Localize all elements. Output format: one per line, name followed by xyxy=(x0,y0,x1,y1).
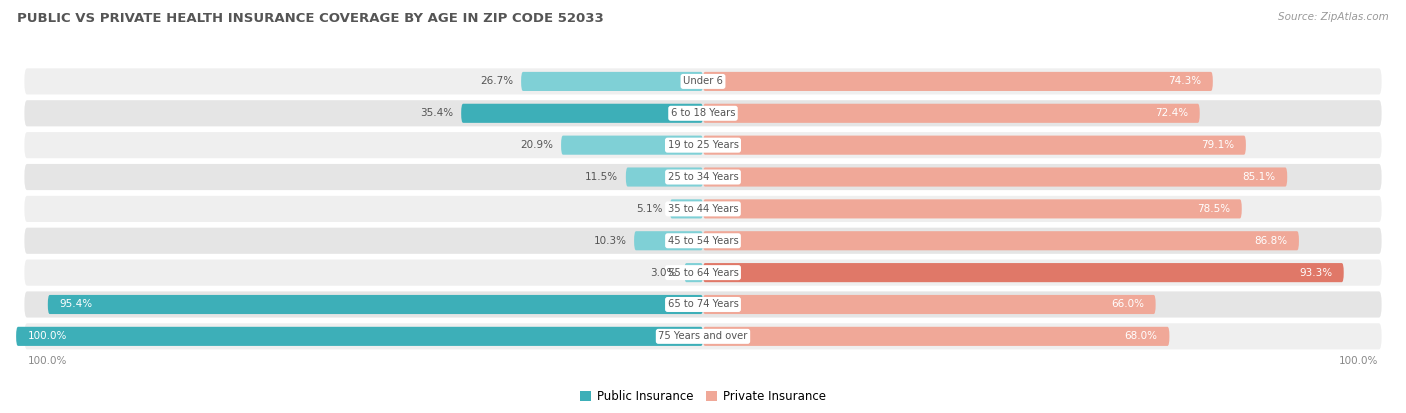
Text: 65 to 74 Years: 65 to 74 Years xyxy=(668,299,738,309)
Text: 66.0%: 66.0% xyxy=(1111,299,1144,309)
FancyBboxPatch shape xyxy=(15,327,703,346)
FancyBboxPatch shape xyxy=(522,72,703,91)
FancyBboxPatch shape xyxy=(461,104,703,123)
Text: 95.4%: 95.4% xyxy=(59,299,93,309)
Text: 100.0%: 100.0% xyxy=(28,356,67,366)
FancyBboxPatch shape xyxy=(48,295,703,314)
FancyBboxPatch shape xyxy=(703,72,1213,91)
FancyBboxPatch shape xyxy=(703,199,1241,218)
Text: 79.1%: 79.1% xyxy=(1201,140,1234,150)
FancyBboxPatch shape xyxy=(703,135,1246,155)
FancyBboxPatch shape xyxy=(561,135,703,155)
FancyBboxPatch shape xyxy=(703,327,1170,346)
Text: Under 6: Under 6 xyxy=(683,76,723,86)
FancyBboxPatch shape xyxy=(626,167,703,187)
Text: 35.4%: 35.4% xyxy=(420,108,454,118)
Text: 55 to 64 Years: 55 to 64 Years xyxy=(668,268,738,278)
Text: 100.0%: 100.0% xyxy=(1339,356,1378,366)
Text: 19 to 25 Years: 19 to 25 Years xyxy=(668,140,738,150)
Text: Source: ZipAtlas.com: Source: ZipAtlas.com xyxy=(1278,12,1389,22)
FancyBboxPatch shape xyxy=(703,104,1199,123)
Text: 72.4%: 72.4% xyxy=(1154,108,1188,118)
Text: 35 to 44 Years: 35 to 44 Years xyxy=(668,204,738,214)
Text: 20.9%: 20.9% xyxy=(520,140,554,150)
Text: 93.3%: 93.3% xyxy=(1299,268,1331,278)
FancyBboxPatch shape xyxy=(24,259,1382,286)
FancyBboxPatch shape xyxy=(685,263,703,282)
Text: 85.1%: 85.1% xyxy=(1243,172,1275,182)
Text: 5.1%: 5.1% xyxy=(636,204,662,214)
Text: 26.7%: 26.7% xyxy=(481,76,513,86)
Text: 100.0%: 100.0% xyxy=(28,331,67,342)
Text: 68.0%: 68.0% xyxy=(1125,331,1157,342)
FancyBboxPatch shape xyxy=(634,231,703,250)
FancyBboxPatch shape xyxy=(703,263,1344,282)
FancyBboxPatch shape xyxy=(703,231,1299,250)
FancyBboxPatch shape xyxy=(703,167,1288,187)
FancyBboxPatch shape xyxy=(24,292,1382,318)
FancyBboxPatch shape xyxy=(703,295,1156,314)
Text: 86.8%: 86.8% xyxy=(1254,236,1288,246)
FancyBboxPatch shape xyxy=(24,69,1382,95)
FancyBboxPatch shape xyxy=(24,164,1382,190)
Text: 10.3%: 10.3% xyxy=(593,236,627,246)
Text: 74.3%: 74.3% xyxy=(1168,76,1201,86)
Text: 78.5%: 78.5% xyxy=(1197,204,1230,214)
Text: 6 to 18 Years: 6 to 18 Years xyxy=(671,108,735,118)
Text: 11.5%: 11.5% xyxy=(585,172,619,182)
Text: 75 Years and over: 75 Years and over xyxy=(658,331,748,342)
FancyBboxPatch shape xyxy=(24,196,1382,222)
FancyBboxPatch shape xyxy=(24,228,1382,254)
FancyBboxPatch shape xyxy=(669,199,703,218)
Text: 25 to 34 Years: 25 to 34 Years xyxy=(668,172,738,182)
Legend: Public Insurance, Private Insurance: Public Insurance, Private Insurance xyxy=(575,385,831,408)
Text: 45 to 54 Years: 45 to 54 Years xyxy=(668,236,738,246)
FancyBboxPatch shape xyxy=(24,132,1382,158)
Text: 3.0%: 3.0% xyxy=(651,268,676,278)
FancyBboxPatch shape xyxy=(24,100,1382,126)
FancyBboxPatch shape xyxy=(24,323,1382,349)
Text: PUBLIC VS PRIVATE HEALTH INSURANCE COVERAGE BY AGE IN ZIP CODE 52033: PUBLIC VS PRIVATE HEALTH INSURANCE COVER… xyxy=(17,12,603,25)
